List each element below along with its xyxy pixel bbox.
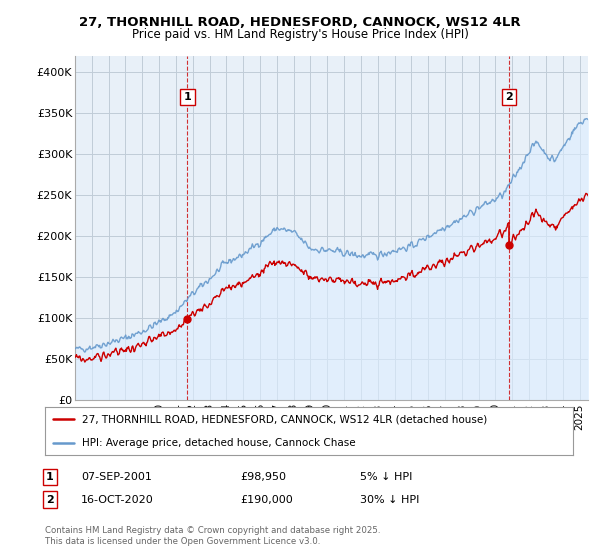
Text: £190,000: £190,000 <box>240 494 293 505</box>
Text: 2: 2 <box>46 494 53 505</box>
Text: 16-OCT-2020: 16-OCT-2020 <box>81 494 154 505</box>
Text: 5% ↓ HPI: 5% ↓ HPI <box>360 472 412 482</box>
Text: 30% ↓ HPI: 30% ↓ HPI <box>360 494 419 505</box>
Text: 1: 1 <box>184 92 191 102</box>
Text: 27, THORNHILL ROAD, HEDNESFORD, CANNOCK, WS12 4LR: 27, THORNHILL ROAD, HEDNESFORD, CANNOCK,… <box>79 16 521 29</box>
Text: 2: 2 <box>505 92 512 102</box>
Text: 07-SEP-2001: 07-SEP-2001 <box>81 472 152 482</box>
Text: Contains HM Land Registry data © Crown copyright and database right 2025.
This d: Contains HM Land Registry data © Crown c… <box>45 526 380 546</box>
Text: 27, THORNHILL ROAD, HEDNESFORD, CANNOCK, WS12 4LR (detached house): 27, THORNHILL ROAD, HEDNESFORD, CANNOCK,… <box>82 414 487 424</box>
Text: £98,950: £98,950 <box>240 472 286 482</box>
Text: 1: 1 <box>46 472 53 482</box>
Text: Price paid vs. HM Land Registry's House Price Index (HPI): Price paid vs. HM Land Registry's House … <box>131 28 469 41</box>
Text: HPI: Average price, detached house, Cannock Chase: HPI: Average price, detached house, Cann… <box>82 438 356 448</box>
